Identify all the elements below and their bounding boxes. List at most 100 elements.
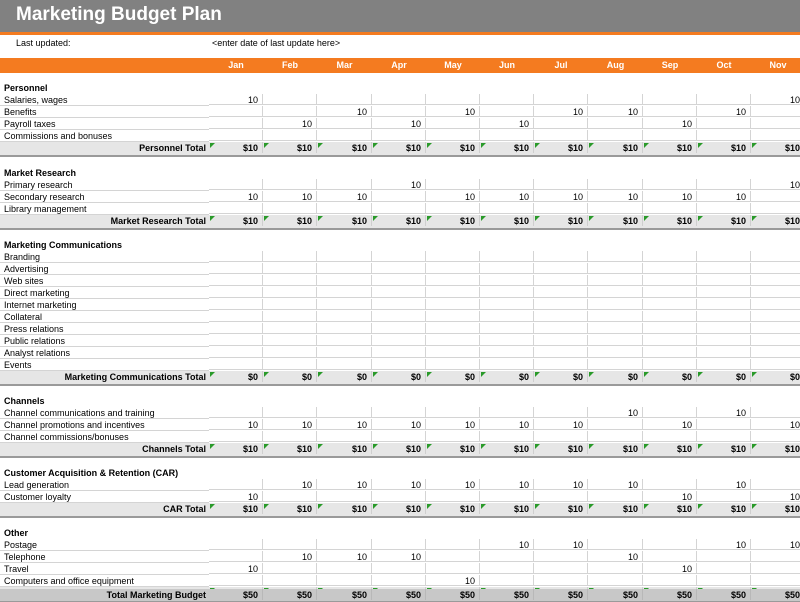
value-cell-jul[interactable] [534, 491, 588, 502]
value-cell-jul[interactable] [534, 347, 588, 358]
total-cell-jul[interactable]: $10 [534, 215, 588, 226]
value-cell-jan[interactable] [209, 311, 263, 322]
value-cell-feb[interactable] [263, 359, 317, 370]
value-cell-apr[interactable] [372, 323, 426, 334]
value-cell-mar[interactable]: 10 [317, 551, 372, 562]
value-cell-jul[interactable] [534, 359, 588, 370]
value-cell-sep[interactable] [643, 311, 697, 322]
value-cell-oct[interactable]: 10 [697, 479, 751, 490]
value-cell-mar[interactable] [317, 311, 372, 322]
value-cell-jul[interactable] [534, 287, 588, 298]
total-cell-aug[interactable]: $10 [588, 443, 643, 454]
value-cell-oct[interactable]: 10 [697, 539, 751, 550]
value-cell-oct[interactable] [697, 359, 751, 370]
value-cell-jul[interactable]: 10 [534, 106, 588, 117]
total-cell-mar[interactable]: $10 [317, 503, 372, 514]
value-cell-feb[interactable] [263, 491, 317, 502]
grand-total-cell-apr[interactable]: $50 [372, 589, 426, 600]
total-cell-may[interactable]: $10 [426, 215, 480, 226]
total-cell-sep[interactable]: $10 [643, 503, 697, 514]
value-cell-sep[interactable]: 10 [643, 563, 697, 574]
value-cell-apr[interactable] [372, 539, 426, 550]
value-cell-nov[interactable] [751, 287, 800, 298]
value-cell-feb[interactable] [263, 275, 317, 286]
value-cell-jun[interactable] [480, 179, 534, 190]
value-cell-jun[interactable] [480, 347, 534, 358]
value-cell-sep[interactable] [643, 479, 697, 490]
value-cell-apr[interactable] [372, 263, 426, 274]
total-cell-nov[interactable]: $0 [751, 371, 800, 382]
value-cell-mar[interactable] [317, 94, 372, 105]
value-cell-aug[interactable] [588, 359, 643, 370]
total-cell-aug[interactable]: $0 [588, 371, 643, 382]
value-cell-oct[interactable] [697, 287, 751, 298]
value-cell-oct[interactable] [697, 275, 751, 286]
value-cell-jul[interactable]: 10 [534, 419, 588, 430]
value-cell-oct[interactable]: 10 [697, 407, 751, 418]
value-cell-apr[interactable]: 10 [372, 179, 426, 190]
value-cell-oct[interactable] [697, 311, 751, 322]
total-cell-jul[interactable]: $0 [534, 371, 588, 382]
value-cell-may[interactable] [426, 551, 480, 562]
total-cell-oct[interactable]: $10 [697, 503, 751, 514]
value-cell-nov[interactable]: 10 [751, 491, 800, 502]
value-cell-may[interactable] [426, 179, 480, 190]
value-cell-apr[interactable] [372, 347, 426, 358]
value-cell-jun[interactable] [480, 431, 534, 442]
value-cell-jan[interactable] [209, 179, 263, 190]
total-cell-mar[interactable]: $0 [317, 371, 372, 382]
value-cell-sep[interactable] [643, 251, 697, 262]
value-cell-mar[interactable] [317, 539, 372, 550]
value-cell-aug[interactable] [588, 251, 643, 262]
value-cell-aug[interactable] [588, 287, 643, 298]
value-cell-jan[interactable] [209, 275, 263, 286]
total-cell-feb[interactable]: $0 [263, 371, 317, 382]
value-cell-jan[interactable] [209, 263, 263, 274]
grand-total-cell-jan[interactable]: $50 [209, 589, 263, 600]
grand-total-cell-mar[interactable]: $50 [317, 589, 372, 600]
value-cell-mar[interactable] [317, 491, 372, 502]
value-cell-may[interactable] [426, 431, 480, 442]
value-cell-sep[interactable] [643, 335, 697, 346]
value-cell-jul[interactable] [534, 263, 588, 274]
value-cell-jan[interactable] [209, 551, 263, 562]
value-cell-nov[interactable] [751, 407, 800, 418]
value-cell-jul[interactable] [534, 563, 588, 574]
value-cell-apr[interactable]: 10 [372, 551, 426, 562]
value-cell-jan[interactable]: 10 [209, 563, 263, 574]
value-cell-may[interactable] [426, 299, 480, 310]
value-cell-oct[interactable] [697, 251, 751, 262]
value-cell-mar[interactable] [317, 575, 372, 586]
value-cell-jul[interactable] [534, 335, 588, 346]
value-cell-feb[interactable] [263, 539, 317, 550]
total-cell-jan[interactable]: $0 [209, 371, 263, 382]
grand-total-cell-oct[interactable]: $50 [697, 589, 751, 600]
total-cell-aug[interactable]: $10 [588, 215, 643, 226]
total-cell-jan[interactable]: $10 [209, 142, 263, 153]
value-cell-jun[interactable] [480, 94, 534, 105]
value-cell-sep[interactable] [643, 94, 697, 105]
total-cell-jun[interactable]: $10 [480, 443, 534, 454]
value-cell-may[interactable] [426, 563, 480, 574]
value-cell-may[interactable] [426, 335, 480, 346]
value-cell-jul[interactable]: 10 [534, 191, 588, 202]
value-cell-apr[interactable] [372, 130, 426, 141]
value-cell-nov[interactable] [751, 323, 800, 334]
total-cell-oct[interactable]: $0 [697, 371, 751, 382]
total-cell-aug[interactable]: $10 [588, 503, 643, 514]
value-cell-nov[interactable] [751, 431, 800, 442]
value-cell-sep[interactable] [643, 106, 697, 117]
value-cell-feb[interactable] [263, 431, 317, 442]
value-cell-sep[interactable] [643, 347, 697, 358]
value-cell-aug[interactable]: 10 [588, 106, 643, 117]
value-cell-feb[interactable] [263, 203, 317, 214]
value-cell-jul[interactable] [534, 407, 588, 418]
value-cell-nov[interactable] [751, 251, 800, 262]
value-cell-nov[interactable]: 10 [751, 419, 800, 430]
value-cell-mar[interactable] [317, 118, 372, 129]
value-cell-jan[interactable] [209, 575, 263, 586]
total-cell-sep[interactable]: $10 [643, 142, 697, 153]
total-cell-oct[interactable]: $10 [697, 443, 751, 454]
value-cell-oct[interactable] [697, 94, 751, 105]
value-cell-mar[interactable] [317, 299, 372, 310]
